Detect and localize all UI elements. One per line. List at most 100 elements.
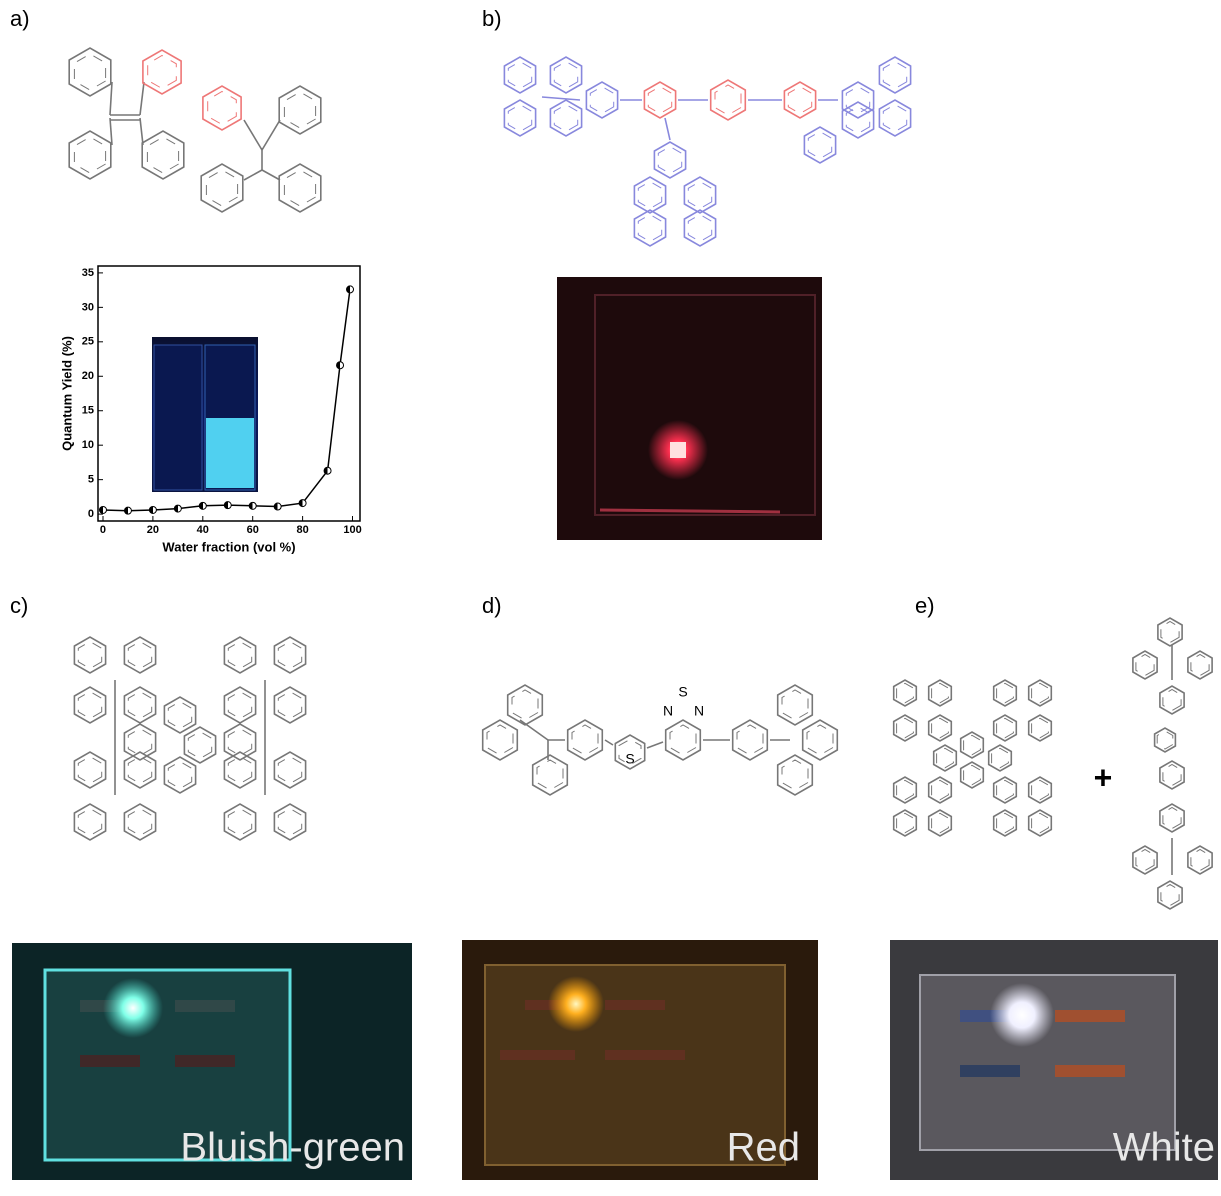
panel-label: a) — [10, 6, 30, 31]
atom-label: S — [678, 684, 687, 700]
panel-label: c) — [10, 593, 28, 618]
panel-label: b) — [482, 6, 502, 31]
ring-inner — [737, 725, 763, 755]
ring — [74, 752, 105, 788]
bond — [647, 742, 663, 748]
data-point — [274, 503, 281, 510]
data-point — [199, 502, 206, 509]
ring-inner — [932, 813, 949, 833]
ring-inner — [188, 732, 211, 759]
ring-inner — [846, 107, 869, 134]
ring — [879, 57, 910, 93]
ring-inner — [168, 762, 191, 789]
ring-inner — [782, 760, 808, 790]
ring-inner — [168, 702, 191, 729]
photo-caption: Red — [727, 1126, 800, 1170]
ring — [274, 804, 305, 840]
ring-inner — [648, 87, 671, 114]
ring — [483, 720, 518, 760]
ring — [508, 685, 543, 725]
ring-inner — [997, 683, 1014, 703]
ring-inner — [897, 683, 914, 703]
ring-inner — [78, 692, 101, 719]
ring — [550, 57, 581, 93]
ring-inner — [897, 813, 914, 833]
data-point — [99, 506, 106, 513]
data-point — [124, 507, 131, 514]
bond — [140, 82, 144, 115]
ring — [1158, 881, 1182, 909]
ring-inner — [964, 735, 981, 755]
ring — [142, 131, 184, 179]
ring-inner — [148, 56, 177, 89]
ring — [586, 82, 617, 118]
ring — [124, 687, 155, 723]
y-tick-label: 35 — [82, 267, 94, 279]
photo-caption: Bluish-green — [180, 1126, 405, 1170]
ring — [842, 102, 873, 138]
atom-label: N — [663, 703, 673, 719]
ring-inner — [278, 809, 301, 836]
ring — [784, 82, 815, 118]
ring — [504, 100, 535, 136]
ring — [274, 687, 305, 723]
ring — [666, 720, 701, 760]
ring-inner — [74, 137, 105, 173]
ring-inner — [78, 757, 101, 784]
ring-inner — [997, 718, 1014, 738]
ring-inner — [1032, 780, 1049, 800]
ring-inner — [508, 62, 531, 89]
x-axis-label: Water fraction (vol %) — [162, 539, 295, 554]
ring-inner — [658, 147, 681, 174]
ring — [711, 80, 746, 120]
ring-inner — [208, 92, 237, 125]
ring-inner — [997, 813, 1014, 833]
ring — [201, 164, 243, 212]
ring-inner — [1032, 683, 1049, 703]
ring-inner — [537, 760, 563, 790]
bond — [605, 740, 613, 745]
data-point — [337, 362, 344, 369]
y-tick-label: 20 — [82, 370, 94, 382]
ring-inner — [897, 718, 914, 738]
ring-inner — [284, 92, 315, 128]
bond — [244, 120, 262, 150]
ring-inner — [508, 105, 531, 132]
bond — [110, 118, 112, 145]
ring-inner — [638, 215, 661, 242]
ring — [124, 752, 155, 788]
ring-inner — [1136, 850, 1154, 871]
ring — [143, 50, 181, 94]
x-tick-label: 40 — [197, 524, 209, 536]
ring-inner — [572, 725, 598, 755]
ring — [69, 48, 111, 96]
ring — [184, 727, 215, 763]
y-tick-label: 25 — [82, 336, 94, 348]
ring-inner — [512, 690, 538, 720]
ring — [1133, 846, 1157, 874]
ring-inner — [1157, 731, 1173, 749]
ring-inner — [715, 85, 741, 115]
y-tick-label: 0 — [88, 508, 94, 520]
ring-inner — [147, 137, 178, 173]
bond — [262, 120, 280, 150]
ring — [504, 57, 535, 93]
panel-label: d) — [482, 593, 502, 618]
ring-inner — [228, 809, 251, 836]
data-point — [224, 502, 231, 509]
ring-inner — [278, 757, 301, 784]
ring-inner — [128, 692, 151, 719]
ring — [274, 752, 305, 788]
ring-inner — [1161, 885, 1179, 906]
bond — [520, 720, 548, 740]
ring — [1133, 651, 1157, 679]
x-tick-label: 60 — [247, 524, 259, 536]
ring — [879, 100, 910, 136]
ring-inner — [997, 780, 1014, 800]
x-tick-label: 0 — [100, 524, 106, 536]
ring-inner — [228, 692, 251, 719]
ring — [124, 804, 155, 840]
ring — [778, 755, 813, 795]
atom-label: S — [625, 751, 634, 767]
ring — [164, 697, 195, 733]
